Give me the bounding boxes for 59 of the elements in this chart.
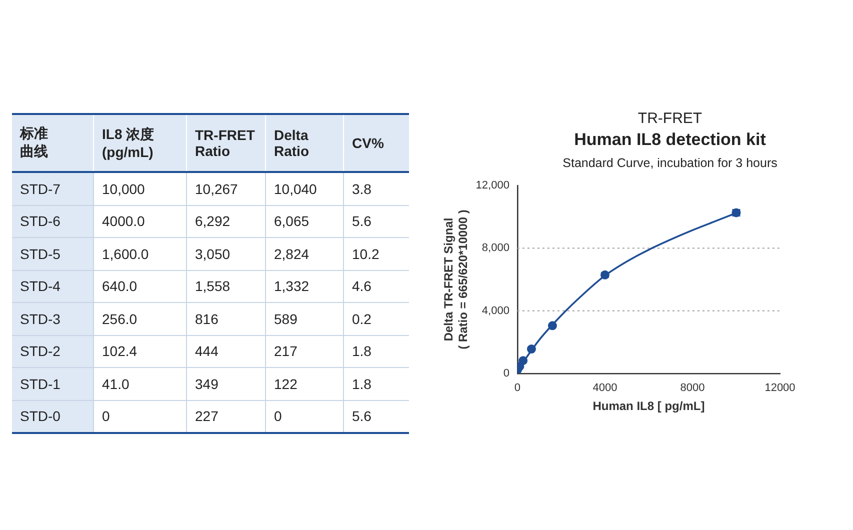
category-label: STD-3: [12, 302, 94, 335]
x-tick-label: 8000: [680, 382, 705, 394]
data-label: 1,332: [266, 270, 344, 302]
text: CV%: [344, 114, 409, 172]
y-tick-label: 8,000: [482, 242, 510, 254]
category-label: STD-5: [12, 238, 94, 270]
text: TR-FRET: [636, 110, 704, 127]
text: TR-FRET Ratio: [186, 114, 266, 172]
data-label: 102.4: [94, 335, 186, 368]
data-label: 5.6: [344, 400, 409, 433]
data-label: 1,558: [186, 270, 266, 302]
text: IL8 浓度 (pg/mL): [94, 114, 186, 172]
data-label: 1,600.0: [94, 238, 186, 270]
category-label: STD-1: [12, 368, 94, 400]
data-label: 0.2: [344, 302, 409, 335]
data-label: 227: [186, 400, 266, 433]
data-label: 349: [186, 368, 266, 400]
data-label: 41.0: [94, 368, 186, 400]
category-label: STD-2: [12, 335, 94, 368]
data-label: 217: [266, 335, 344, 368]
data-label: 816: [186, 302, 266, 335]
category-label: STD-0: [12, 400, 94, 433]
category-label: STD-4: [12, 270, 94, 302]
y-tick-label: 4,000: [482, 304, 510, 317]
x-tick-label: 4000: [592, 382, 618, 394]
text: 标准曲线: [20, 125, 49, 161]
data-label: 10,000: [94, 172, 186, 205]
x-axis-title: Human IL8 [ pg/mL]: [592, 399, 705, 414]
data-label: 6,065: [266, 205, 344, 238]
category-label: STD-7: [12, 172, 94, 205]
data-label: 10.2: [344, 238, 409, 270]
data-label: 444: [186, 335, 266, 368]
data-label: 4000.0: [94, 205, 186, 238]
data-label: 3.8: [344, 172, 409, 205]
chart-title: Human IL8 detection kit: [573, 130, 767, 150]
data-label: 3,050: [186, 238, 266, 270]
point: [526, 344, 536, 354]
text: Delta Ratio: [266, 114, 344, 172]
data-label: 640.0: [94, 270, 186, 302]
chart-subtitle: Standard Curve, incubation for 3 hours: [562, 156, 778, 170]
point: [548, 321, 557, 330]
y-tick-label: 12,000: [476, 180, 510, 192]
x-tick-label: 12000: [764, 382, 796, 394]
y-tick-label: 0: [503, 367, 510, 380]
category-label: STD-6: [12, 205, 94, 238]
data-label: 122: [266, 368, 344, 400]
data-label: 4.6: [344, 270, 409, 302]
x-tick-label: 0: [514, 382, 521, 394]
data-label: 5.6: [344, 205, 409, 238]
data-label: 589: [266, 302, 344, 335]
data-label: 10,267: [186, 172, 266, 205]
data-label: 1.8: [344, 335, 409, 368]
y-axis-title: Delta TR-FRET Signal ( Ratio = 665/620*10000 ): [442, 210, 470, 350]
data-label: 6,292: [186, 205, 266, 238]
data-label: 2,824: [266, 238, 344, 270]
point: [518, 356, 528, 366]
data-label: 256.0: [94, 302, 186, 335]
data-label: 1.8: [344, 368, 409, 400]
data-label: 10,040: [266, 172, 344, 205]
